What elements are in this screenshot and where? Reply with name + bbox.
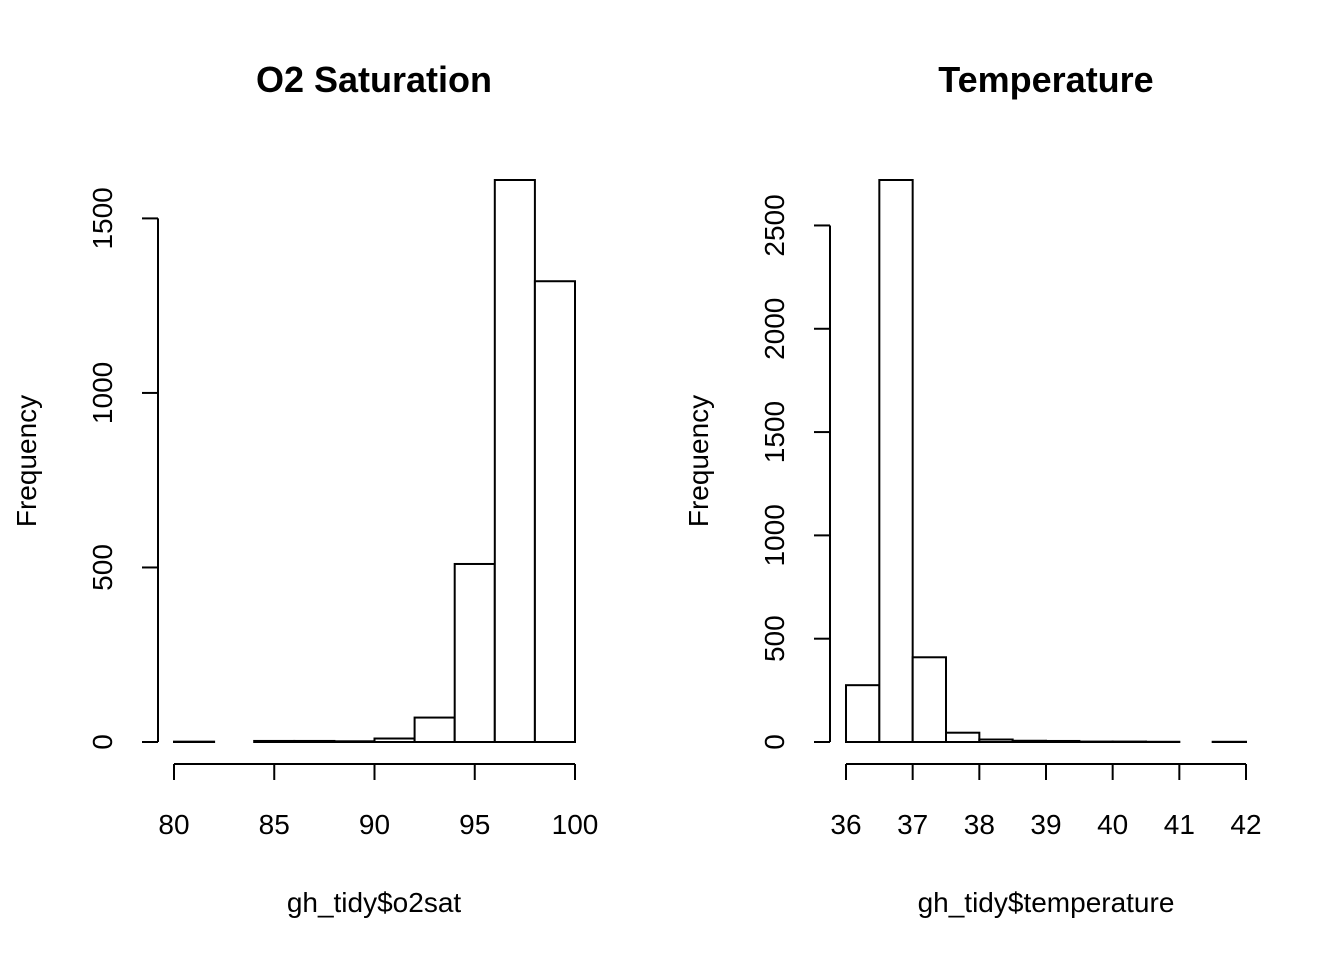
temperature-y-tick-label: 1000: [759, 504, 790, 566]
o2-saturation-x-tick-label: 100: [552, 809, 599, 840]
o2-saturation-bar: [333, 740, 376, 744]
temperature-panel: Temperature gh_tidy$temperature Frequenc…: [683, 59, 1262, 918]
temperature-y-tick-label: 0: [759, 734, 790, 750]
o2-saturation-panel: O2 Saturation gh_tidy$o2sat Frequency 0 5…: [11, 59, 598, 918]
temperature-bar: [978, 738, 1014, 743]
temperature-y-tick-label: 500: [759, 615, 790, 662]
o2-saturation-bar: [533, 280, 577, 743]
o2-saturation-xlabel: gh_tidy$o2sat: [287, 887, 462, 918]
o2-saturation-title: O2 Saturation: [256, 59, 492, 100]
temperature-xlabel: gh_tidy$temperature: [918, 887, 1175, 918]
o2-saturation-x-tick-label: 90: [359, 809, 390, 840]
temperature-y-tick-label: 2000: [759, 298, 790, 360]
temperature-x-tick-label: 36: [830, 809, 861, 840]
temperature-bar: [911, 656, 948, 743]
o2-saturation-y-tick-label: 500: [87, 544, 118, 591]
temperature-x-tick-label: 37: [897, 809, 928, 840]
temperature-x-tick-label: 42: [1230, 809, 1261, 840]
o2-saturation-bar: [253, 739, 296, 744]
o2-saturation-bar: [493, 179, 536, 743]
o2-saturation-y-tick-label: 1500: [87, 187, 118, 249]
temperature-bar: [878, 179, 914, 743]
temperature-y-tick-label: 1500: [759, 401, 790, 463]
temperature-y-tick-label: 2500: [759, 194, 790, 256]
temperature-x-tick-label: 40: [1097, 809, 1128, 840]
o2-saturation-x-tick-label: 95: [459, 809, 490, 840]
temperature-bar: [845, 684, 881, 744]
temperature-ylabel: Frequency: [683, 395, 714, 527]
temperature-bar: [945, 731, 981, 744]
temperature-x-tick-label: 38: [964, 809, 995, 840]
temperature-x-tick-label: 39: [1030, 809, 1061, 840]
o2-saturation-bar: [373, 737, 416, 744]
o2-saturation-y-tick-label: 1000: [87, 362, 118, 424]
o2-saturation-bar: [413, 716, 456, 744]
o2-saturation-bar: [293, 739, 336, 744]
temperature-title: Temperature: [938, 59, 1153, 100]
o2-saturation-x-tick-label: 80: [158, 809, 189, 840]
temperature-bar: [1011, 739, 1048, 744]
o2-saturation-y-tick-label: 0: [87, 734, 118, 750]
temperature-bar: [1045, 739, 1081, 744]
o2-saturation-x-tick-label: 85: [259, 809, 290, 840]
temperature-x-tick-label: 41: [1164, 809, 1195, 840]
o2-saturation-ylabel: Frequency: [11, 395, 42, 527]
o2-saturation-bar: [453, 562, 496, 743]
